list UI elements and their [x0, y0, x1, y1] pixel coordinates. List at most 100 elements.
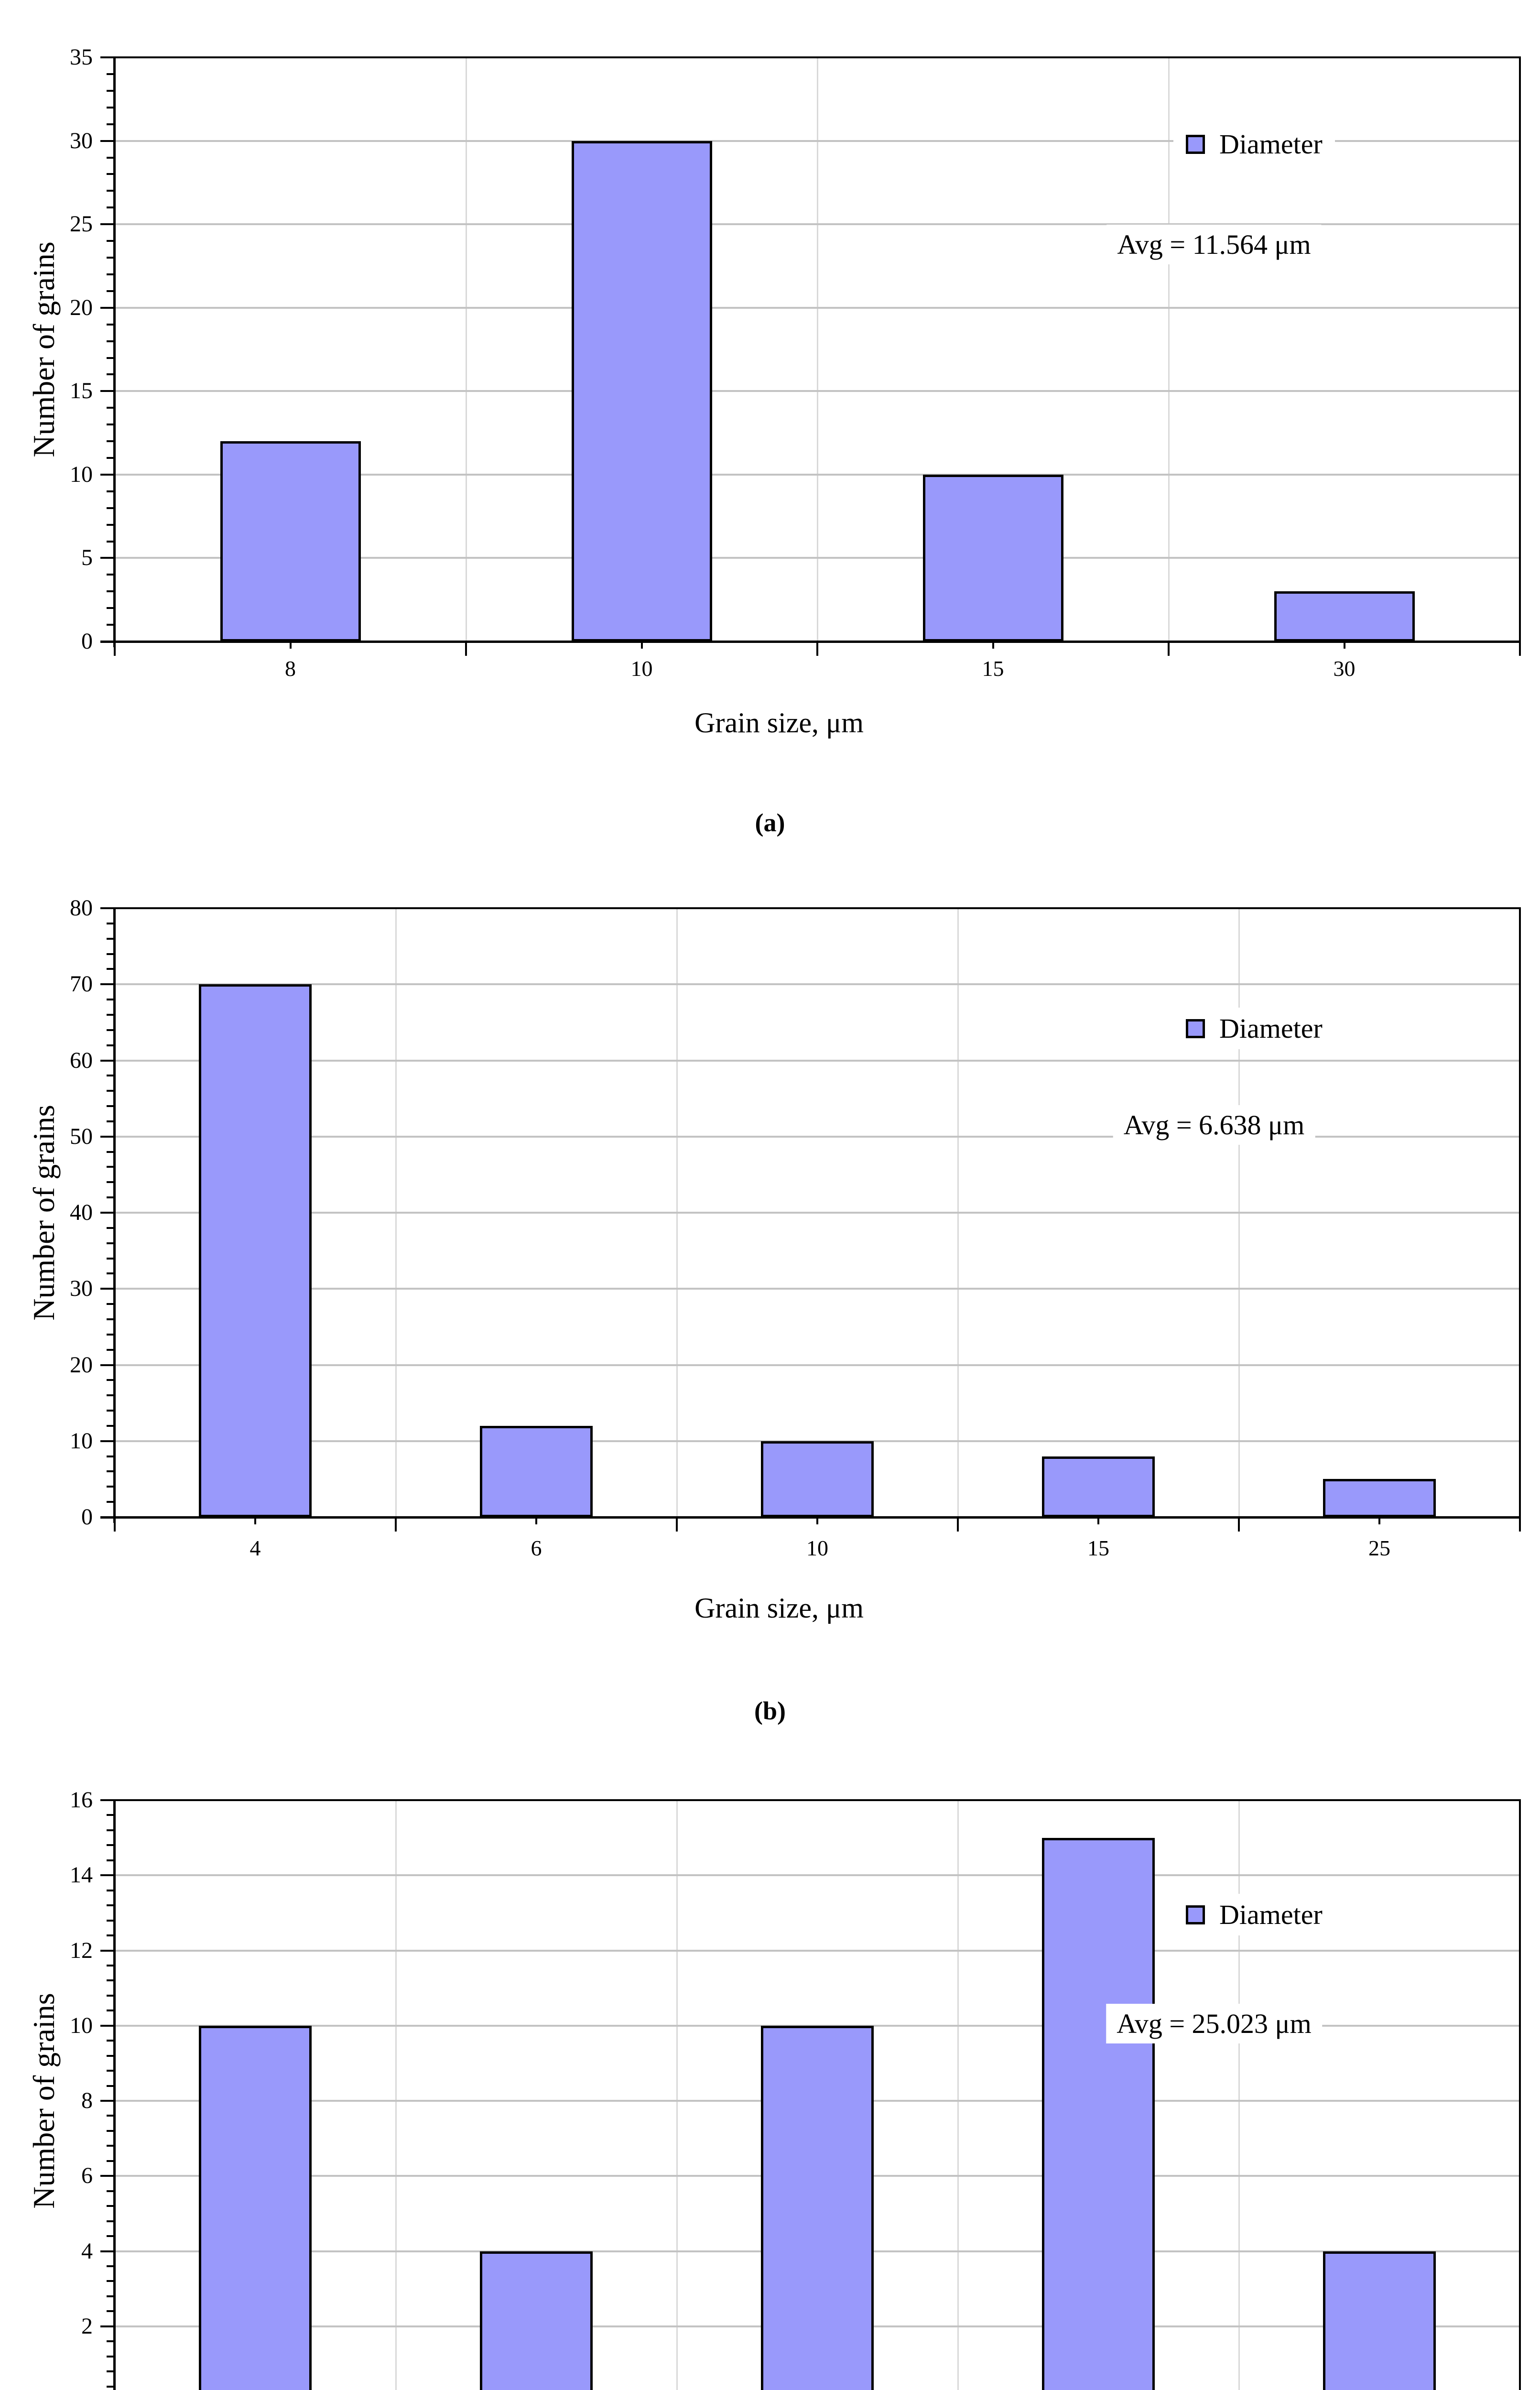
h-gridline	[115, 1288, 1520, 1290]
h-gridline	[115, 1135, 1520, 1138]
y-minor-tick	[107, 968, 115, 970]
y-minor-tick	[107, 206, 115, 209]
y-tick-label: 6	[81, 2163, 93, 2189]
y-tick-label: 5	[81, 545, 93, 571]
y-tick-label: 15	[70, 378, 93, 404]
bar-grain-size-30	[1042, 1837, 1155, 2390]
y-minor-tick	[107, 73, 115, 75]
v-gridline	[676, 1800, 678, 2390]
y-minor-tick	[107, 590, 115, 593]
y-major-tick	[100, 1874, 115, 1877]
x-center-tick	[816, 1517, 818, 1524]
y-minor-tick	[107, 2070, 115, 2072]
y-minor-tick	[107, 123, 115, 125]
y-minor-tick	[107, 1919, 115, 1922]
y-minor-tick	[107, 190, 115, 192]
x-tick-label: 30	[1333, 656, 1356, 681]
plot-border-top	[115, 907, 1521, 909]
y-minor-tick	[107, 2190, 115, 2192]
chart-caption: (b)	[754, 1696, 786, 1725]
y-minor-tick	[107, 440, 115, 442]
y-axis-line	[113, 908, 116, 1523]
y-minor-tick	[107, 240, 115, 242]
y-minor-tick	[107, 156, 115, 159]
v-gridline	[816, 57, 818, 641]
bar-grain-size-27	[761, 2025, 874, 2390]
y-minor-tick	[107, 607, 115, 609]
bar-grain-size-15	[922, 474, 1063, 641]
y-tick-label: 10	[70, 1428, 93, 1454]
y-minor-tick	[107, 1964, 115, 1966]
y-minor-tick	[107, 1242, 115, 1244]
y-minor-tick	[107, 2054, 115, 2057]
y-minor-tick	[107, 490, 115, 492]
v-gridline	[1168, 57, 1170, 641]
y-major-tick	[100, 1799, 115, 1801]
y-minor-tick	[107, 574, 115, 576]
y-tick-label: 10	[70, 2012, 93, 2038]
y-minor-tick	[107, 290, 115, 292]
y-minor-tick	[107, 2115, 115, 2117]
x-boundary-tick	[1519, 1517, 1521, 1532]
y-minor-tick	[107, 1410, 115, 1412]
y-major-tick	[100, 2325, 115, 2327]
y-minor-tick	[107, 1859, 115, 1861]
y-minor-tick	[107, 953, 115, 955]
y-minor-tick	[107, 1904, 115, 1907]
h-gridline	[115, 1212, 1520, 1214]
y-major-tick	[100, 1949, 115, 1952]
y-tick-label: 2	[81, 2313, 93, 2339]
x-center-tick	[254, 1517, 256, 1524]
x-boundary-tick	[395, 1517, 397, 1532]
y-minor-tick	[107, 357, 115, 359]
h-gridline	[115, 390, 1520, 392]
y-minor-tick	[107, 1470, 115, 1473]
y-minor-tick	[107, 106, 115, 109]
y-minor-tick	[107, 1257, 115, 1260]
y-minor-tick	[107, 273, 115, 275]
x-tick-label: 8	[285, 656, 296, 681]
y-axis-line	[113, 57, 116, 647]
y-minor-tick	[107, 937, 115, 940]
y-minor-tick	[107, 1348, 115, 1351]
bar-grain-size-42	[1323, 2251, 1436, 2390]
y-minor-tick	[107, 2235, 115, 2238]
bar-grain-size-4	[199, 984, 312, 1518]
y-major-tick	[100, 1288, 115, 1290]
y-minor-tick	[107, 922, 115, 924]
y-minor-tick	[107, 1501, 115, 1503]
y-minor-tick	[107, 340, 115, 342]
x-axis-line	[100, 641, 1521, 643]
y-major-tick	[100, 2024, 115, 2027]
y-tick-label: 0	[11, 2388, 93, 2390]
y-minor-tick	[107, 89, 115, 92]
y-major-tick	[100, 1440, 115, 1442]
plot-border-right	[1519, 908, 1521, 1517]
y-tick-label: 8	[81, 2088, 93, 2113]
y-minor-tick	[107, 1272, 115, 1275]
bar-grain-size-22	[480, 2251, 593, 2390]
bar-grain-size-25	[1323, 1479, 1436, 1517]
y-minor-tick	[107, 373, 115, 376]
y-minor-tick	[107, 2145, 115, 2147]
x-tick-label: 10	[630, 656, 653, 681]
x-center-tick	[535, 1517, 537, 1524]
y-tick-label: 35	[70, 44, 93, 70]
y-major-tick	[100, 983, 115, 986]
y-tick-label: 60	[70, 1047, 93, 1073]
y-minor-tick	[107, 2355, 115, 2357]
y-minor-tick	[107, 1044, 115, 1046]
y-minor-tick	[107, 1090, 115, 1092]
x-tick-label: 4	[249, 1536, 261, 1560]
y-minor-tick	[107, 624, 115, 626]
y-tick-label: 14	[70, 1862, 93, 1888]
x-center-tick	[289, 641, 292, 649]
y-minor-tick	[107, 1814, 115, 1816]
bar-grain-size-15	[1042, 1456, 1155, 1517]
x-center-tick	[640, 641, 643, 649]
y-minor-tick	[107, 523, 115, 526]
y-major-tick	[100, 1212, 115, 1214]
y-minor-tick	[107, 1829, 115, 1831]
y-minor-tick	[107, 1934, 115, 1937]
